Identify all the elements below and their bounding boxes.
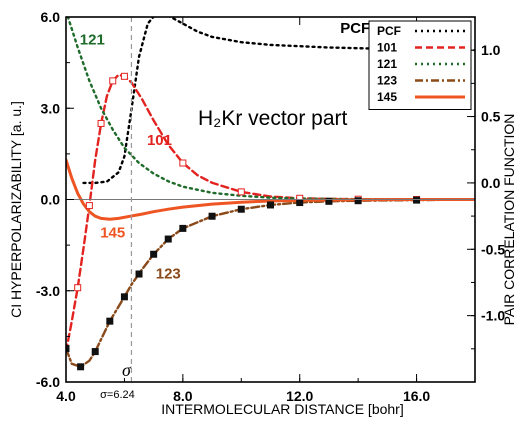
annotation-145-2: 145 [100,225,125,242]
y-axis-title: CI HYPERPOLARIZABILITY [a. u.] [8,101,24,318]
marker-123-12 [296,199,304,207]
marker-123-14 [354,197,362,205]
marker-123-9 [208,212,216,220]
series-line-121 [66,17,475,201]
marker-101-6 [237,188,245,196]
marker-123-10 [237,205,245,213]
x-tick-label-2: 12.0 [286,388,313,404]
legend-label-121: 121 [377,57,397,71]
marker-123-7 [164,235,172,243]
marker-123-5 [135,270,143,278]
y-tick-label-4: 6.0 [41,9,61,25]
chart-title: H₂Kr vector part [198,107,348,130]
marker-123-13 [325,197,333,205]
legend-layer: PCF 101 121 123 145 [368,20,472,110]
marker-101-0 [74,284,82,292]
y2-tick-label-3: 0.5 [481,109,501,125]
marker-101-3 [109,77,117,85]
text-layer: 4.0 8.0 12.0 16.0 -6.0 -3.0 0.0 3.0 6.0 -1.0 -0.5 0… [8,9,517,417]
legend-label-101: 101 [377,41,397,55]
x-axis-title: INTERMOLECULAR DISTANCE [bohr] [161,401,403,417]
y2-axis-title: PAIR CORRELATION FUNCTION [501,114,517,326]
annotation-pcf-4: PCF [340,20,370,37]
y2-tick-label-4: 1.0 [481,42,501,58]
marker-123-0 [66,345,70,353]
marker-123-11 [267,201,274,209]
x-tick-label-3: 16.0 [403,388,430,404]
legend-label-123: 123 [377,74,397,88]
annotation-123-3: 123 [156,266,181,283]
marker-123-6 [150,250,158,258]
series-line-123 [66,198,475,369]
y2-tick-label-1: -0.5 [481,241,505,257]
marker-101-2 [97,119,105,127]
y-tick-label-2: 0.0 [41,192,61,208]
annotation-101-1: 101 [147,132,172,149]
y2-tick-label-2: 0.0 [481,175,501,191]
legend-label-pcf: PCF [377,24,401,38]
y-tick-label-0: -6.0 [36,374,60,390]
marker-123-1 [77,363,85,371]
legend-label-145: 145 [377,90,397,104]
y-tick-label-1: -3.0 [36,283,60,299]
x-tick-label-0: 4.0 [56,388,76,404]
marker-123-4 [120,293,128,301]
marker-101-4 [120,72,128,80]
legend-box [368,20,472,110]
marker-123-8 [179,224,187,232]
marker-123-2 [91,348,99,356]
x-tick-label-1: 8.0 [173,388,193,404]
marker-123-15 [413,196,421,204]
annotation-121-0: 121 [80,31,105,48]
marker-101-5 [179,159,187,167]
y2-tick-label-0: -1.0 [481,308,505,324]
sigma-value-label: σ=6.24 [100,389,135,401]
sigma-symbol: σ [122,360,132,380]
marker-101-1 [85,202,93,210]
y-tick-label-3: 3.0 [41,100,61,116]
series-line-145 [66,158,475,221]
marker-123-3 [106,317,114,325]
